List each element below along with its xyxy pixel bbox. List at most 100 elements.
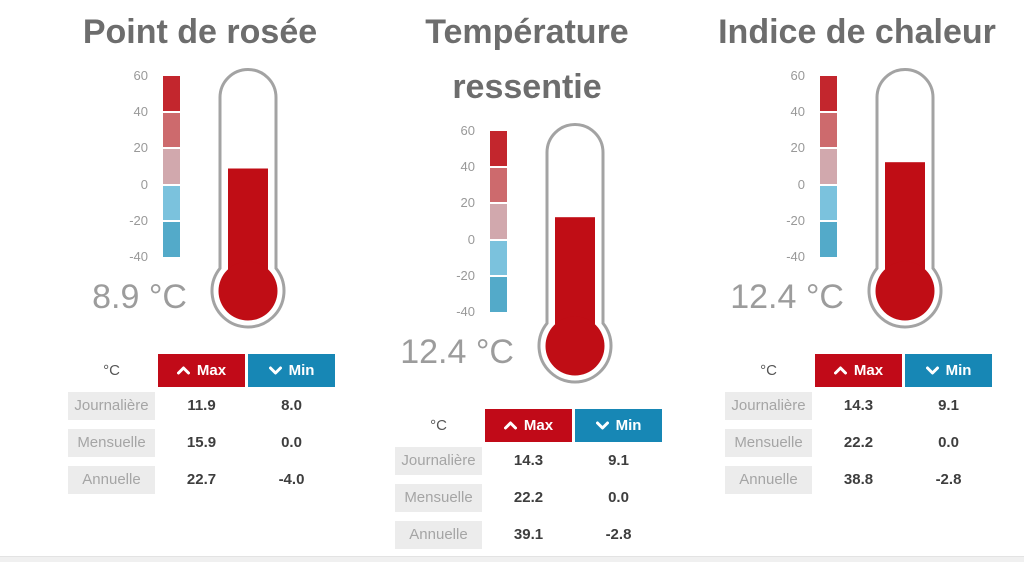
table-row: Journalière 14.3 9.1	[725, 392, 992, 420]
thermometer-panel: 60 40 20 0 -20 -40 12.4 °C	[692, 64, 1022, 329]
scale-segment	[163, 185, 180, 221]
row-label: Journalière	[395, 447, 482, 475]
chevron-up-icon	[176, 366, 190, 375]
axis-tick: 60	[460, 123, 475, 138]
min-value: 0.0	[608, 489, 629, 506]
axis-tick: -40	[129, 249, 148, 264]
thermometer-icon	[537, 123, 613, 384]
table-row: Journalière 14.3 9.1	[395, 447, 662, 475]
current-value: 12.4 °C	[400, 333, 514, 371]
table-row: Journalière 11.9 8.0	[68, 392, 335, 420]
page-title: Température ressentie	[425, 13, 629, 106]
min-button-label: Min	[615, 417, 642, 434]
stats-table-header: °C Max Min	[725, 354, 992, 387]
axis-tick: 0	[140, 177, 148, 192]
thermometer-panel: 60 40 20 0 -20 -40 8.9 °C	[35, 64, 365, 329]
max-value: 39.1	[513, 526, 544, 543]
min-button-label: Min	[945, 362, 972, 379]
widget-feels-like: Température ressentie 60 40 20 0 -20 -40…	[362, 5, 692, 558]
row-label: Journalière	[725, 392, 812, 420]
unit-header: °C	[430, 417, 447, 434]
max-value: 38.8	[843, 471, 874, 488]
max-button-label: Max	[196, 362, 227, 379]
axis-tick: -40	[456, 304, 475, 319]
axis-tick: 40	[133, 104, 148, 119]
min-value: -2.8	[935, 471, 962, 488]
chevron-up-icon	[833, 366, 847, 375]
bottom-divider	[0, 556, 1024, 562]
table-row: Annuelle 22.7 -4.0	[68, 466, 335, 494]
stats-table-header: °C Max Min	[395, 409, 662, 442]
temperature-color-scale	[490, 131, 507, 312]
table-row: Mensuelle 15.9 0.0	[68, 429, 335, 457]
max-button-label: Max	[523, 417, 554, 434]
axis-tick: 60	[790, 68, 805, 83]
axis-tick: 40	[790, 104, 805, 119]
table-row: Mensuelle 22.2 0.0	[725, 429, 992, 457]
row-label: Annuelle	[395, 521, 482, 549]
unit-header: °C	[760, 362, 777, 379]
min-button[interactable]: Min	[575, 409, 662, 442]
min-value: 8.0	[281, 397, 302, 414]
axis-tick: 20	[790, 140, 805, 155]
stats-table: °C Max Min Journalière 14.3 9.1	[725, 354, 992, 494]
chevron-down-icon	[268, 366, 282, 375]
min-button[interactable]: Min	[905, 354, 992, 387]
max-button-label: Max	[853, 362, 884, 379]
axis-tick: 60	[133, 68, 148, 83]
scale-segment	[490, 131, 507, 166]
axis-tick: -20	[786, 213, 805, 228]
max-value: 15.9	[186, 434, 217, 451]
scale-segment	[163, 112, 180, 148]
thermometer-icon	[210, 68, 286, 329]
scale-segment	[820, 222, 837, 257]
max-value: 22.2	[843, 434, 874, 451]
row-label: Mensuelle	[395, 484, 482, 512]
axis-tick: 20	[460, 195, 475, 210]
scale-segment	[490, 240, 507, 276]
axis-tick: -40	[786, 249, 805, 264]
min-value: 0.0	[281, 434, 302, 451]
thermometer-icon	[867, 68, 943, 329]
page-title: Point de rosée	[82, 13, 318, 51]
scale-segment	[820, 112, 837, 148]
axis-tick: 0	[467, 232, 475, 247]
row-label: Mensuelle	[68, 429, 155, 457]
chevron-down-icon	[925, 366, 939, 375]
chevron-down-icon	[595, 421, 609, 430]
axis-tick: 0	[797, 177, 805, 192]
min-value: 9.1	[938, 397, 959, 414]
table-row: Annuelle 39.1 -2.8	[395, 521, 662, 549]
axis-tick: 40	[460, 159, 475, 174]
min-value: -2.8	[605, 526, 632, 543]
axis-tick: -20	[129, 213, 148, 228]
stats-table: °C Max Min Journalière 14.3 9.1	[395, 409, 662, 549]
max-button[interactable]: Max	[815, 354, 902, 387]
max-value: 14.3	[513, 452, 544, 469]
scale-segment	[820, 76, 837, 111]
thermometer-panel: 60 40 20 0 -20 -40 12.4 °C	[362, 119, 692, 384]
temperature-color-scale	[820, 76, 837, 257]
row-label: Annuelle	[68, 466, 155, 494]
scale-segment	[820, 185, 837, 221]
widget-heat-index: Indice de chaleur 60 40 20 0 -20 -40 12.…	[692, 5, 1022, 503]
current-value: 12.4 °C	[730, 278, 844, 316]
max-value: 22.2	[513, 489, 544, 506]
min-button[interactable]: Min	[248, 354, 335, 387]
max-button[interactable]: Max	[158, 354, 245, 387]
max-button[interactable]: Max	[485, 409, 572, 442]
temperature-color-scale	[163, 76, 180, 257]
table-row: Annuelle 38.8 -2.8	[725, 466, 992, 494]
max-value: 11.9	[187, 397, 216, 414]
chevron-up-icon	[503, 421, 517, 430]
widget-dew-point: Point de rosée 60 40 20 0 -20 -40 8.9 °C	[35, 5, 365, 503]
scale-segment	[163, 76, 180, 111]
min-value: 9.1	[608, 452, 629, 469]
scale-segment	[490, 167, 507, 203]
unit-header: °C	[103, 362, 120, 379]
row-label: Annuelle	[725, 466, 812, 494]
scale-segment	[163, 149, 180, 184]
table-row: Mensuelle 22.2 0.0	[395, 484, 662, 512]
stats-table: °C Max Min Journalière 11.9 8.0	[68, 354, 335, 494]
